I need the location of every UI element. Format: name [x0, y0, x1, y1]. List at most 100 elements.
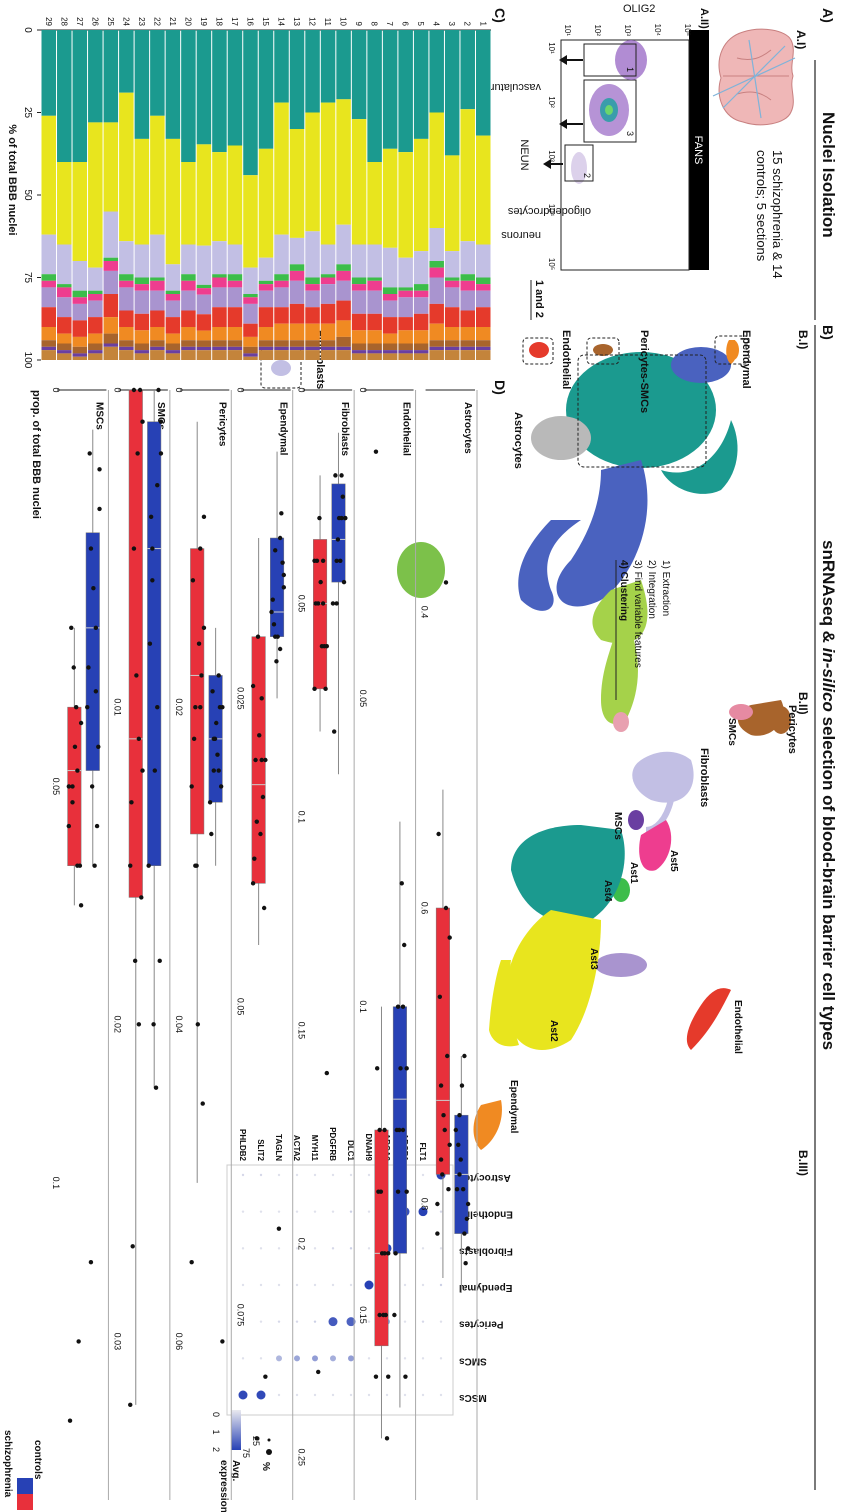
box-point: [260, 794, 266, 800]
box-panel-tick: 0.4: [420, 606, 430, 619]
stacked-bar-segment: [382, 353, 398, 360]
box-point: [312, 558, 317, 563]
dot-mark: [421, 1320, 425, 1323]
box-point: [254, 1436, 259, 1441]
box-point: [338, 558, 343, 563]
stacked-bar-segment: [413, 297, 429, 314]
box-panel-tick: 0.8: [420, 1198, 430, 1211]
stacked-bar-segment: [227, 30, 243, 146]
umap2-ast5-cluster: [639, 820, 672, 871]
stacked-bar-segment: [212, 287, 227, 308]
box-point: [87, 451, 92, 456]
legend-pct: %: [260, 1462, 271, 1471]
legend-controls-label: controls: [32, 1440, 43, 1480]
dot-mark: [403, 1283, 407, 1287]
stacked-bar-segment: [119, 346, 134, 351]
dot-mark: [421, 1357, 425, 1360]
box-point: [456, 1142, 461, 1148]
box-point: [271, 622, 277, 627]
stacked-bar-segment: [258, 257, 274, 281]
dot-mark: [439, 1357, 443, 1360]
box-point: [373, 449, 379, 454]
dot-mark: [331, 1393, 335, 1397]
stacked-bar-segment: [305, 231, 320, 278]
panel-b: B) snRNAseq & in-silico selection of blo…: [211, 325, 838, 1512]
stacked-bar-segment: [429, 323, 444, 341]
box-point: [190, 578, 196, 583]
oligodendrocytes-label: oligodendrocytes: [507, 205, 591, 217]
dot-row-label: MSCs: [459, 1392, 487, 1403]
umap1-astrocytes-cluster: [566, 352, 716, 468]
stacked-bar-segment: [429, 340, 444, 347]
box-point: [339, 515, 344, 521]
stacked-bar-segment: [196, 288, 212, 295]
box-point: [399, 881, 404, 886]
stacked-bar-segment: [150, 340, 165, 347]
stacked-category-label: 19: [199, 17, 208, 26]
box-point: [402, 942, 407, 948]
box-point: [377, 1312, 382, 1318]
stacked-bar-segment: [444, 280, 460, 288]
stacked-category-label: 5: [416, 22, 425, 27]
stacked-bar-segment: [413, 343, 429, 351]
stacked-bar-segment: [444, 340, 460, 347]
stacked-bar-segment: [367, 343, 382, 351]
dot-mark: [276, 1355, 282, 1362]
stacked-bar-segment: [289, 340, 305, 347]
box-point: [374, 1066, 380, 1071]
facs-ytick: 10²: [593, 24, 602, 36]
legend-schizophrenia-swatch: [17, 1494, 33, 1510]
stacked-category-label: 1: [478, 22, 487, 27]
stacked-bar-segment: [413, 251, 429, 285]
stacked-bar-segment: [320, 30, 336, 103]
box-panel-tick: 0.025: [235, 687, 245, 710]
stacked-bar-segment: [227, 346, 243, 351]
stacked-bar-segment: [429, 267, 444, 278]
stacked-bar-segment: [243, 303, 258, 324]
dot-mark: [295, 1393, 299, 1397]
stacked-bar-segment: [274, 346, 289, 351]
box-point: [276, 1226, 282, 1231]
dot-mark: [277, 1283, 281, 1287]
box-point: [199, 673, 204, 678]
dot-mark: [439, 1283, 443, 1287]
stacked-bar-segment: [460, 274, 475, 281]
box-point: [335, 537, 341, 542]
facs-ytick: 10¹: [563, 24, 572, 36]
facs-xtick: 10³: [547, 150, 556, 162]
stacked-category-label: 25: [106, 17, 115, 26]
dot-mark: [439, 1320, 443, 1323]
stacked-ytick-label: 50: [22, 189, 33, 201]
box-point: [258, 831, 263, 837]
stacked-bar-segment: [413, 284, 429, 291]
stacked-category-label: 6: [401, 22, 410, 27]
box-point: [97, 506, 102, 512]
panel-ai-text-1: 15 schizophrenia & 14: [770, 150, 785, 279]
stacked-bar-segment: [398, 343, 413, 351]
dot-mark: [295, 1173, 299, 1177]
dot-row-label: Astrocytes: [459, 1172, 511, 1183]
stacked-bar-segment: [196, 294, 212, 315]
stacked-bar-segment: [351, 330, 367, 344]
stacked-bar-segment: [196, 330, 212, 341]
box-panel-tick: 0.6: [420, 902, 430, 915]
box-point: [460, 1187, 466, 1192]
stacked-bar-segment: [429, 261, 444, 268]
panel-d-ylabel: prop. of total BBB nuclei: [30, 390, 42, 519]
dot-mark: [328, 1317, 338, 1327]
box-panel-tick: 0.03: [112, 1333, 122, 1351]
stacked-bar-segment: [72, 346, 88, 354]
box-panel-tick: 0: [297, 387, 307, 392]
stacked-bar-segment: [398, 297, 413, 318]
box-point: [131, 387, 137, 393]
box-point: [153, 1085, 159, 1090]
stacked-category-label: 16: [245, 17, 254, 26]
stacked-bar-segment: [41, 327, 57, 341]
stacked-bar-segment: [227, 307, 243, 328]
dot-mark: [439, 1210, 443, 1213]
box-point: [395, 1004, 401, 1009]
stacked-bar-segment: [258, 350, 274, 361]
box-point: [151, 1022, 156, 1027]
box-point: [158, 419, 164, 424]
stacked-bar-segment: [305, 290, 320, 308]
